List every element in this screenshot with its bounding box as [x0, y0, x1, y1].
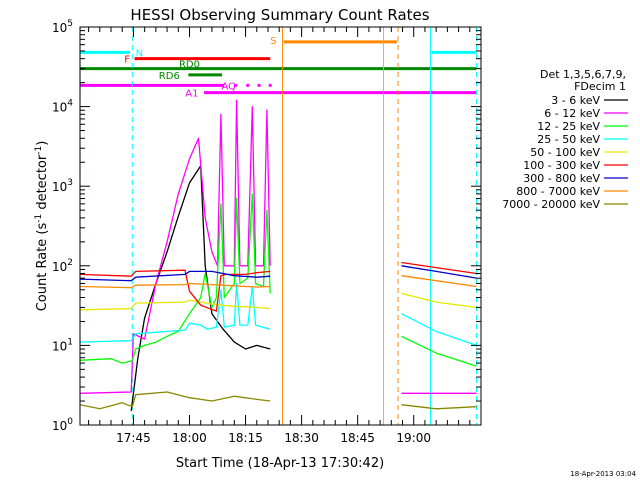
legend-label-800-7000-kev: 800 - 7000 keV — [516, 185, 600, 198]
x-tick-label-19-00: 19:00 — [396, 431, 431, 445]
flag-aq-dot-1 — [233, 83, 237, 87]
legend-label-7000-20000-kev: 7000 - 20000 keV — [502, 198, 600, 211]
y-tick-label-2: 102 — [52, 258, 73, 274]
y-tick-label-0: 100 — [52, 417, 73, 433]
x-axis-ticks: 17:45 18:00 18:15 18:30 18:45 19:00 — [88, 27, 471, 445]
flag-aq-dot-3 — [257, 83, 261, 87]
legend-label-6-12-kev: 6 - 12 keV — [544, 107, 600, 120]
series-50-100-kev-segment-2 — [401, 292, 477, 309]
series-100-300-kev-segment-1 — [79, 269, 271, 312]
legend-label-3-6-kev: 3 - 6 keV — [551, 94, 600, 107]
x-axis-label: Start Time (18-Apr-13 17:30:42) — [176, 456, 384, 471]
series-100-300-kev-segment-2 — [401, 261, 477, 275]
legend-label-100-300-kev: 100 - 300 keV — [523, 159, 600, 172]
series-300-800-kev-segment-2 — [401, 265, 477, 279]
chart-title: HESSI Observing Summary Count Rates — [130, 6, 429, 24]
x-tick-label-18-30: 18:30 — [284, 431, 319, 445]
series-25-50-kev-segment-2 — [401, 313, 477, 347]
footer-timestamp: 18-Apr-2013 03:04 — [570, 470, 636, 478]
series-800-7000-kev-segment-1 — [79, 282, 271, 289]
series-25-50-kev-segment-1 — [79, 282, 271, 343]
flag-a1-label: A1 — [185, 89, 198, 100]
series-7000-20000-kev-segment-1 — [79, 391, 271, 410]
flag-aq-dot-2 — [246, 83, 250, 87]
series-6-12-kev-segment-1 — [79, 99, 271, 394]
series-12-25-kev-segment-1 — [79, 193, 271, 364]
flag-n-label: N — [136, 48, 143, 59]
series-12-25-kev-segment-2 — [401, 335, 477, 367]
series-7000-20000-kev-segment-2 — [401, 404, 477, 410]
series-300-800-kev-segment-1 — [79, 270, 271, 282]
legend-header-1: Det 1,3,5,6,7,9, — [540, 68, 626, 81]
y-tick-label-5: 105 — [52, 19, 73, 35]
flag-rd6-label: RD6 — [159, 71, 180, 82]
x-tick-label-18-45: 18:45 — [340, 431, 375, 445]
series-layer — [79, 99, 477, 412]
legend-label-12-25-kev: 12 - 25 keV — [537, 120, 600, 133]
x-tick-label-17-45: 17:45 — [116, 431, 151, 445]
legend-header-2: FDecim 1 — [574, 80, 626, 93]
x-tick-label-18-15: 18:15 — [228, 431, 263, 445]
y-tick-label-1: 101 — [52, 337, 73, 353]
series-50-100-kev-segment-1 — [79, 299, 271, 311]
legend-label-300-800-kev: 300 - 800 keV — [523, 172, 600, 185]
y-tick-label-3: 103 — [52, 178, 73, 194]
flag-s-label: S — [270, 36, 276, 47]
plot-frame — [79, 26, 482, 426]
flag-aq-label: AQ — [221, 81, 236, 92]
legend-label-25-50-kev: 25 - 50 keV — [537, 133, 600, 146]
y-axis-ticks: 100 101 102 103 104 105 — [52, 19, 481, 433]
flag-aq-dot-4 — [268, 83, 272, 87]
flag-rd0-label: RD0 — [179, 60, 200, 71]
x-tick-label-18-00: 18:00 — [172, 431, 207, 445]
y-axis-label: Count Rate (s-1 detector-1) — [34, 141, 50, 312]
y-tick-label-4: 104 — [52, 99, 73, 115]
legend-label-50-100-kev: 50 - 100 keV — [530, 146, 600, 159]
series-800-7000-kev-segment-2 — [401, 275, 477, 288]
flag-f-label: F — [124, 55, 130, 66]
